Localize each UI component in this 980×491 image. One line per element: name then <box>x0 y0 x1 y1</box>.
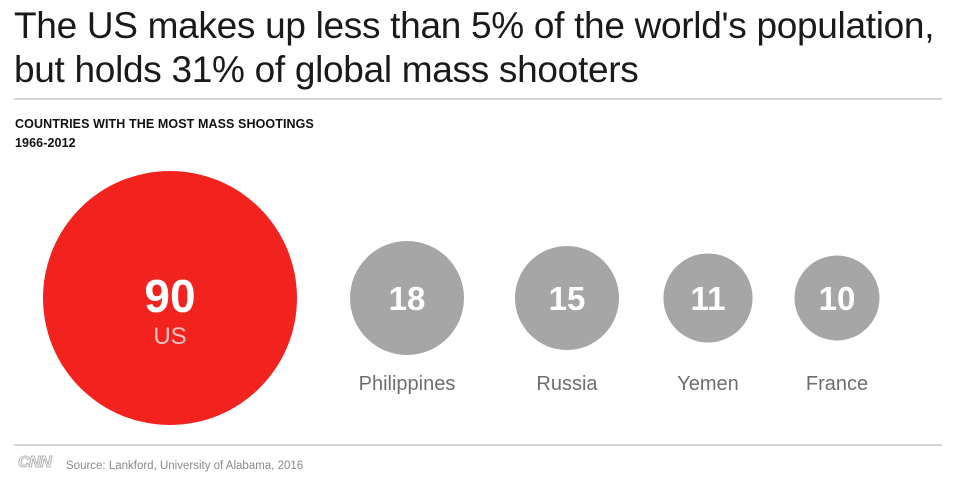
bubble-circle-yemen <box>663 253 753 343</box>
bubble-label-yemen: Yemen <box>677 373 739 395</box>
bubble-value-russia: 15 <box>549 280 586 317</box>
bubble-yemen: 11 Yemen <box>663 253 753 395</box>
header-divider <box>14 98 942 100</box>
cnn-logo: CNN <box>17 454 52 472</box>
bubble-philippines: 18 Philippines <box>350 241 464 395</box>
chart-title: COUNTRIES WITH THE MOST MASS SHOOTINGS <box>15 117 314 131</box>
bubble-circle-russia <box>514 245 620 351</box>
source-note: Source: Lankford, University of Alabama,… <box>66 460 304 472</box>
page-title: The US makes up less than 5% of the worl… <box>14 5 935 90</box>
bubble-circle-us <box>43 171 297 425</box>
bubble-value-france: 10 <box>819 280 856 317</box>
bubble-value-philippines: 18 <box>389 280 426 317</box>
footer-divider <box>14 444 942 446</box>
bubble-circle-philippines <box>350 241 464 355</box>
bubble-label-philippines: Philippines <box>359 373 456 395</box>
bubble-label-russia: Russia <box>536 373 598 395</box>
bubble-france: 10 France <box>794 255 880 395</box>
bubble-russia: 15 Russia <box>514 245 620 395</box>
bubble-label-france: France <box>806 373 868 395</box>
bubble-value-yemen: 11 <box>691 280 726 317</box>
bubble-value-us: 90 <box>144 270 195 322</box>
bubble-label-us: US <box>153 323 186 350</box>
chart-date-range: 1966-2012 <box>15 136 76 150</box>
bubble-circle-france <box>794 255 880 341</box>
footer: CNN Source: Lankford, University of Alab… <box>14 452 954 478</box>
